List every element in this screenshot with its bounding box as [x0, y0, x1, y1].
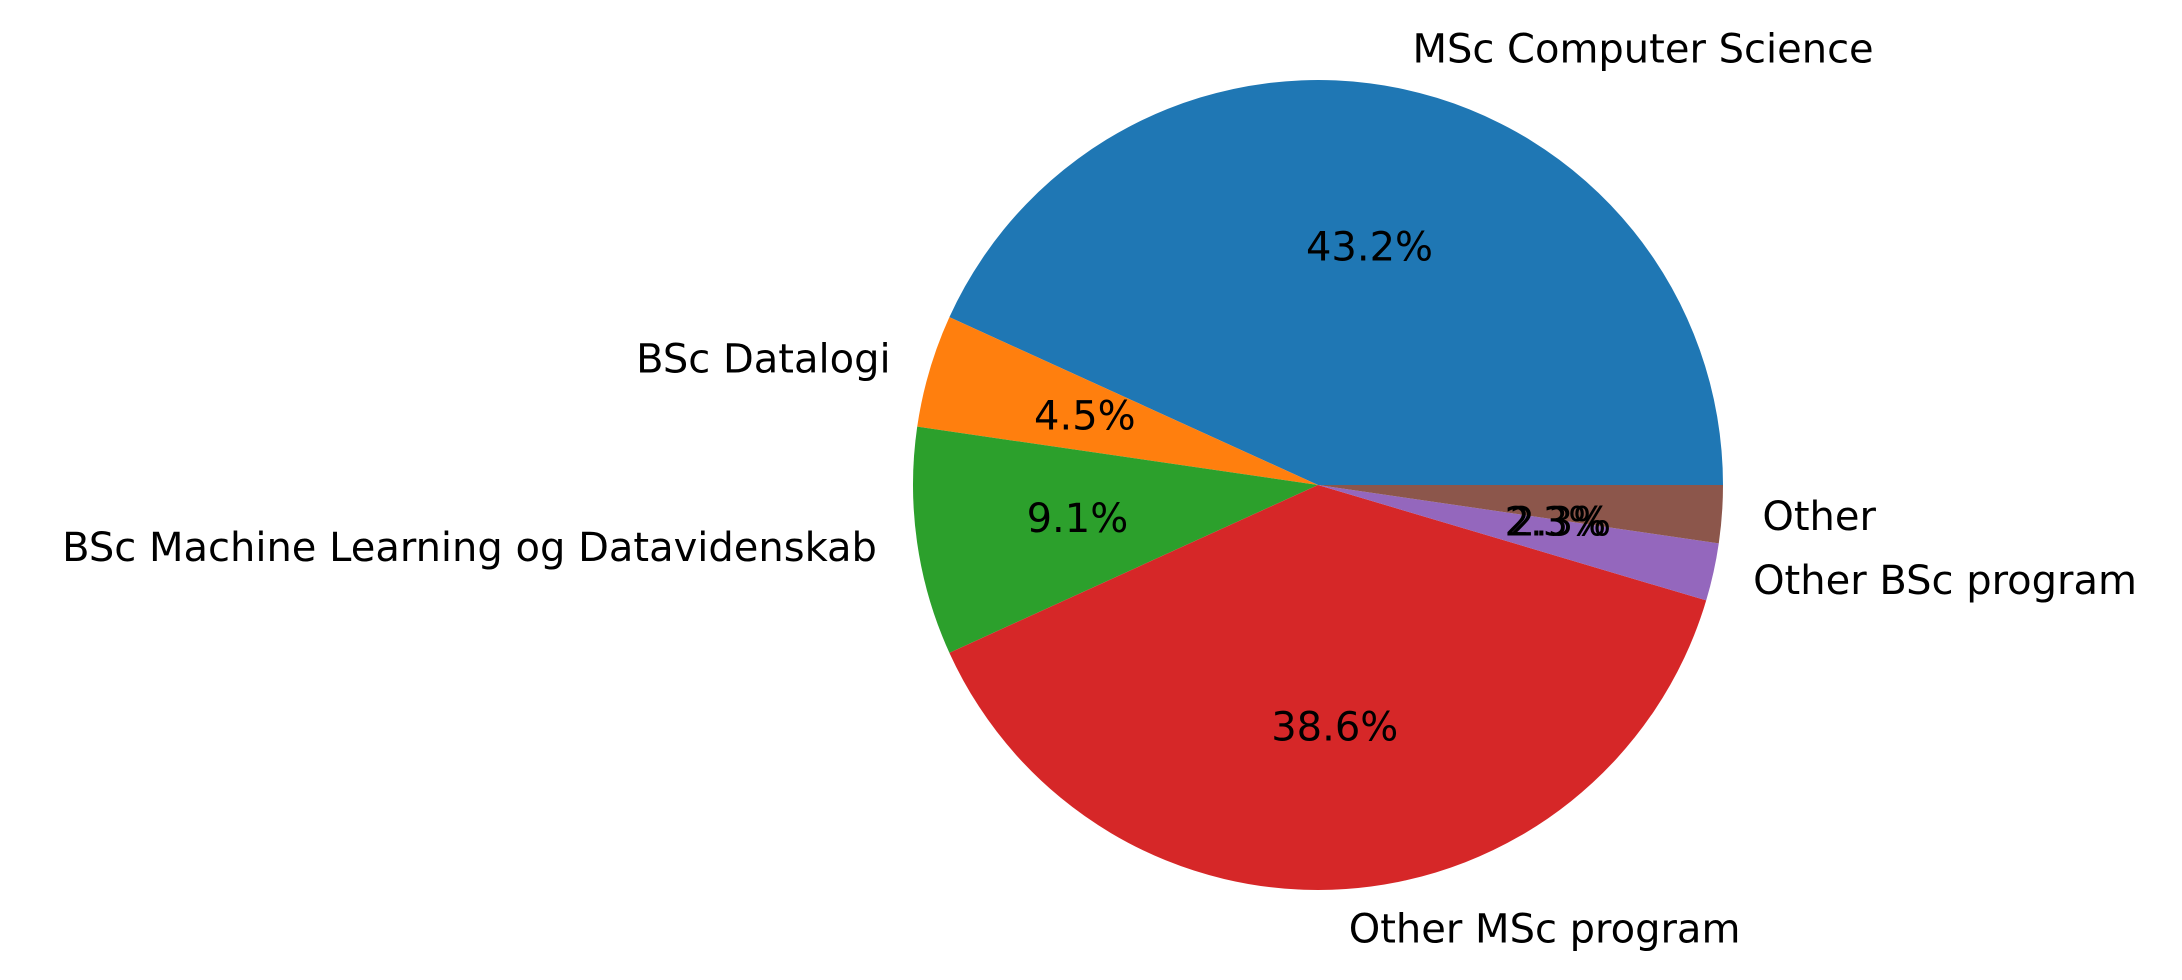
pie-slices	[913, 80, 1723, 890]
percent-label-msc-computer-science: 43.2%	[1306, 225, 1433, 271]
category-labels: MSc Computer Science BSc Datalogi BSc Mach…	[62, 27, 2137, 953]
percent-label-bsc-machine-learning-og-datavidenskab: 9.1%	[1027, 496, 1129, 542]
pie-slice-bsc-datalogi	[917, 317, 1318, 485]
category-label-other: Other	[1762, 494, 1876, 540]
pie-slice-msc-computer-science	[949, 80, 1723, 486]
pie-slice-bsc-machine-learning-og-datavidenskab	[913, 426, 1318, 653]
category-label-msc-computer-science: MSc Computer Science	[1412, 27, 1873, 73]
percent-label-bsc-datalogi: 4.5%	[1034, 393, 1136, 439]
pie-slice-other-bsc-program	[1318, 485, 1719, 601]
percent-label-other: 2.3%	[1510, 500, 1612, 546]
percent-label-other-bsc-program: 2.3%	[1505, 499, 1607, 545]
category-label-other-msc-program: Other MSc program	[1349, 906, 1741, 952]
category-label-bsc-machine-learning-og-datavidenskab: BSc Machine Learning og Datavidenskab	[62, 525, 877, 571]
pie-slice-other	[1318, 485, 1723, 544]
category-label-bsc-datalogi: BSc Datalogi	[636, 336, 890, 382]
pie-slice-other-msc-program	[949, 485, 1707, 890]
percent-labels: 43.2% 4.5% 9.1% 38.6% 2.3%2.3%	[1027, 225, 1612, 751]
category-label-other-bsc-program: Other BSc program	[1753, 558, 2137, 604]
percent-label-other-msc-program: 38.6%	[1271, 704, 1398, 750]
